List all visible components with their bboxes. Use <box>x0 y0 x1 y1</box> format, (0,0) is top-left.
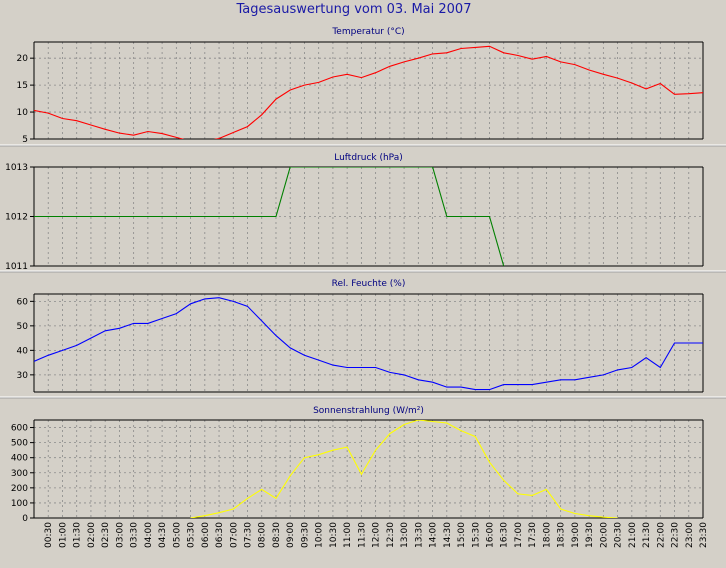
x-tick-label: 05:30 <box>187 522 197 548</box>
x-tick-label: 23:00 <box>685 522 695 548</box>
x-tick-label: 02:00 <box>87 522 97 548</box>
chart-panels: Temperatur (°C) 5 10 15 20 Luftdruck (hPa) 101… <box>0 27 726 524</box>
x-tick-label: 17:30 <box>528 522 538 548</box>
y-tick-label: 30 <box>17 371 29 381</box>
panel-title-rel-feuchte: Rel. Feuchte (%) <box>332 279 406 289</box>
panel-title-sonnenstrahlung-w-m: Sonnenstrahlung (W/m²) <box>313 406 424 416</box>
series-line-sonnenstrahlung-w-m <box>190 420 618 518</box>
panel-title-luftdruck-hpa: Luftdruck (hPa) <box>334 153 403 163</box>
x-tick-label: 13:30 <box>414 522 424 548</box>
y-tick-label: 1011 <box>5 262 28 272</box>
x-axis-time-labels: 00:30 01:00 01:30 02:00 02:30 03:00 03:30 04:00… <box>44 522 709 548</box>
y-tick-label: 500 <box>11 439 28 449</box>
x-tick-label: 10:00 <box>315 522 325 548</box>
panel-rel-feuchte: Rel. Feuchte (%) 30 40 50 60 <box>17 279 704 393</box>
chart-main-title: Tagesauswertung vom 03. Mai 2007 <box>236 2 472 17</box>
x-tick-label: 21:30 <box>642 522 652 548</box>
x-tick-label: 17:00 <box>514 522 524 548</box>
x-tick-label: 07:30 <box>244 522 254 548</box>
x-tick-label: 16:00 <box>485 522 495 548</box>
x-tick-label: 14:30 <box>443 522 453 548</box>
y-tick-label: 15 <box>17 81 28 91</box>
x-tick-label: 07:00 <box>229 522 239 548</box>
x-tick-label: 01:30 <box>73 522 83 548</box>
x-tick-label: 01:00 <box>58 522 68 548</box>
y-tick-label: 20 <box>17 54 29 64</box>
x-tick-label: 03:30 <box>130 522 140 548</box>
x-tick-label: 10:30 <box>329 522 339 548</box>
x-tick-label: 03:00 <box>115 522 125 548</box>
x-tick-label: 18:30 <box>557 522 567 548</box>
y-tick-label: 50 <box>17 322 29 332</box>
y-tick-label: 600 <box>11 424 28 434</box>
series-line-rel-feuchte <box>34 297 703 391</box>
series-line-temperatur-c <box>34 45 703 139</box>
panel-luftdruck-hpa: Luftdruck (hPa) 1011 1012 1013 <box>5 153 704 272</box>
x-tick-label: 20:30 <box>614 522 624 548</box>
x-tick-label: 19:30 <box>585 522 595 548</box>
x-tick-label: 18:00 <box>542 522 552 548</box>
x-tick-label: 02:30 <box>101 522 111 548</box>
x-tick-label: 08:00 <box>258 522 268 548</box>
y-tick-label: 5 <box>22 135 28 145</box>
y-tick-label: 60 <box>17 297 29 307</box>
x-tick-label: 08:30 <box>272 522 282 548</box>
x-tick-label: 22:30 <box>671 522 681 548</box>
y-tick-label: 40 <box>17 346 29 356</box>
x-tick-label: 14:00 <box>429 522 439 548</box>
panel-temperatur-c: Temperatur (°C) 5 10 15 20 <box>17 27 704 145</box>
x-tick-label: 00:30 <box>44 522 54 548</box>
x-tick-label: 23:30 <box>699 522 709 548</box>
x-tick-label: 15:30 <box>471 522 481 548</box>
y-tick-label: 1013 <box>5 163 28 173</box>
y-tick-label: 200 <box>11 484 28 494</box>
series-line-luftdruck-hpa <box>34 167 505 266</box>
x-tick-label: 22:00 <box>656 522 666 548</box>
y-tick-label: 10 <box>17 108 29 118</box>
x-tick-label: 12:30 <box>386 522 396 548</box>
x-tick-label: 16:30 <box>500 522 510 548</box>
x-tick-label: 09:00 <box>286 522 296 548</box>
x-tick-label: 04:00 <box>144 522 154 548</box>
x-tick-label: 20:00 <box>599 522 609 548</box>
y-tick-label: 1012 <box>5 213 28 223</box>
y-tick-label: 300 <box>11 469 28 479</box>
x-tick-label: 19:00 <box>571 522 581 548</box>
y-tick-label: 400 <box>11 454 28 464</box>
y-tick-label: 0 <box>22 514 28 524</box>
x-tick-label: 11:30 <box>357 522 367 548</box>
y-tick-label: 100 <box>11 499 28 509</box>
x-tick-label: 15:00 <box>457 522 467 548</box>
x-tick-label: 11:00 <box>343 522 353 548</box>
x-tick-label: 12:00 <box>372 522 382 548</box>
x-tick-label: 05:00 <box>172 522 182 548</box>
x-tick-label: 09:30 <box>300 522 310 548</box>
x-tick-label: 06:00 <box>201 522 211 548</box>
x-tick-label: 04:30 <box>158 522 168 548</box>
panel-title-temperatur-c: Temperatur (°C) <box>331 27 404 37</box>
x-tick-label: 21:00 <box>628 522 638 548</box>
x-tick-label: 06:30 <box>215 522 225 548</box>
panel-sonnenstrahlung-w-m: Sonnenstrahlung (W/m²) 0 100 200 300 400 500 60… <box>11 406 704 524</box>
x-tick-label: 13:00 <box>400 522 410 548</box>
